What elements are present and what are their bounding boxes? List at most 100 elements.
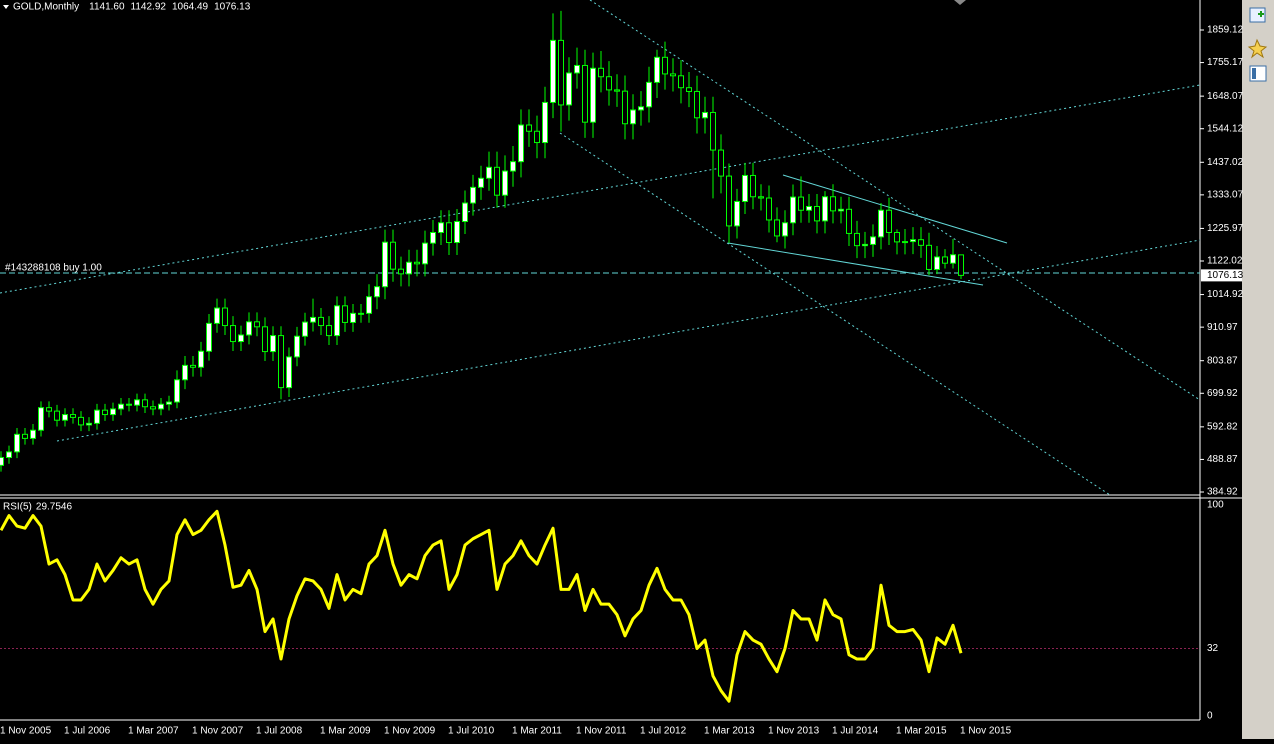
candle-body [262, 326, 268, 353]
candle-body [702, 111, 708, 119]
candle-body [358, 312, 364, 315]
rsi-name: RSI(5) [3, 502, 32, 513]
candle-body [742, 174, 748, 202]
candle-body [54, 410, 60, 421]
candle-body [478, 177, 484, 188]
candle-body [126, 403, 132, 406]
candle-body [718, 149, 724, 177]
candle-body [886, 209, 892, 233]
candle-body [510, 161, 516, 172]
candle-body [678, 75, 684, 89]
x-tick-label: 1 Mar 2007 [128, 726, 179, 737]
candle-body [918, 239, 924, 246]
candle-body [78, 416, 84, 426]
x-tick-label: 1 Nov 2007 [192, 726, 244, 737]
candle-body [14, 433, 20, 453]
candle-body [566, 72, 572, 106]
header: GOLD,Monthly 1141.60 1142.92 1064.49 1076.1… [3, 2, 251, 13]
y-tick-label: 910.97 [1207, 322, 1238, 333]
candle-body [198, 350, 204, 368]
candle-body [646, 81, 652, 108]
candle-body [374, 286, 380, 298]
candle-body [854, 232, 860, 247]
rsi-tick-label: 0 [1207, 711, 1213, 722]
current-price: 1076.13 [1207, 270, 1244, 281]
y-tick-label: 592.82 [1207, 421, 1238, 432]
candle-body [822, 196, 828, 222]
candle-body [502, 170, 508, 196]
candle-body [902, 241, 908, 244]
x-tick-label: 1 Jul 2006 [64, 726, 111, 737]
candle-body [686, 87, 692, 92]
x-tick-label: 1 Nov 2005 [0, 726, 52, 737]
candle-body [206, 322, 212, 352]
candle-body [318, 316, 324, 327]
candle-body [110, 408, 116, 416]
candle-body [438, 222, 444, 233]
y-tick-label: 1544.12 [1207, 123, 1244, 134]
candle-body [630, 109, 636, 125]
candle-body [606, 76, 612, 91]
candle-body [182, 364, 188, 381]
candle-body [230, 325, 236, 343]
candle-body [798, 196, 804, 211]
header-arrow [3, 5, 9, 9]
x-tick-label: 1 Mar 2015 [896, 726, 947, 737]
y-tick-label: 699.92 [1207, 388, 1238, 399]
candle-body [558, 39, 564, 106]
candle-body [382, 241, 388, 288]
candle-body [670, 73, 676, 77]
candle-body [70, 414, 76, 418]
candle-body [190, 364, 196, 368]
toolbar-button[interactable] [1247, 38, 1268, 59]
candle-body [726, 175, 732, 227]
x-tick-label: 1 Jul 2014 [832, 726, 879, 737]
trendlines [0, 0, 1201, 496]
candle-body [830, 196, 836, 212]
trendline [589, 0, 1201, 401]
candle-body [758, 196, 764, 199]
candle-body [750, 174, 756, 198]
candle-body [174, 379, 180, 403]
candle-body [942, 256, 948, 264]
candle-body [166, 401, 172, 405]
candle-body [62, 414, 68, 421]
candle-body [734, 200, 740, 227]
candle-body [894, 231, 900, 243]
candle-body [30, 429, 36, 439]
candle-body [654, 56, 660, 83]
candle-body [302, 321, 308, 337]
candle-body [22, 433, 28, 439]
x-tick-label: 1 Mar 2009 [320, 726, 371, 737]
y-tick-label: 384.92 [1207, 487, 1238, 498]
candle-body [638, 106, 644, 111]
candle-body [846, 208, 852, 234]
header-value: 1064.49 [172, 2, 209, 13]
candle-body [454, 221, 460, 244]
candle-body [814, 205, 820, 222]
candle-body [46, 407, 52, 412]
candle-body [862, 243, 868, 247]
candle-body [102, 409, 108, 416]
plus-icon [1258, 11, 1264, 17]
candle-body [414, 261, 420, 265]
candle-body [38, 407, 44, 431]
candle-body [0, 457, 4, 466]
candle-body [950, 254, 956, 264]
candle-body [662, 56, 668, 75]
candle-body [614, 89, 620, 92]
candle-body [270, 335, 276, 353]
price-box [1201, 269, 1242, 282]
header-value: 1142.92 [131, 2, 167, 13]
candle-body [254, 321, 260, 328]
candle-body [782, 222, 788, 237]
candle-body [294, 335, 300, 358]
x-tick-label: 1 Nov 2015 [960, 726, 1012, 737]
candle-body [134, 399, 140, 406]
candle-body [934, 256, 940, 270]
y-tick-label: 1014.92 [1207, 289, 1244, 300]
candle-body [326, 325, 332, 337]
toolbar-bg [1242, 0, 1274, 739]
